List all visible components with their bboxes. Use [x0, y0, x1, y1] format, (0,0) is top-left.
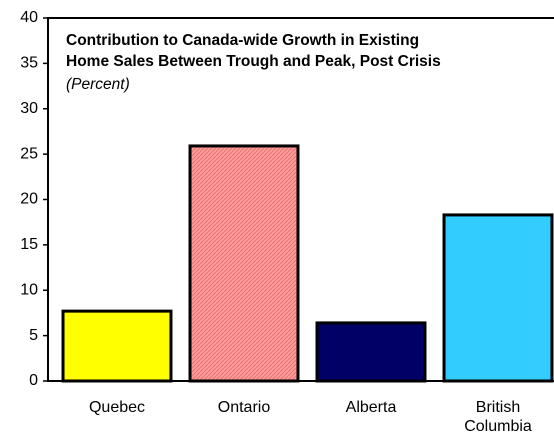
bar	[61, 309, 173, 383]
x-tick-label: Quebec	[89, 399, 145, 416]
y-tick-label: 40	[20, 9, 38, 26]
x-tick-label: Ontario	[218, 399, 271, 416]
y-tick-label: 35	[20, 55, 38, 72]
y-tick-label: 10	[20, 281, 38, 298]
y-tick-label: 0	[29, 372, 38, 389]
y-tick-label: 20	[20, 191, 38, 208]
x-tick-label: British Columbia	[464, 399, 532, 435]
chart-subtitle: (Percent)	[66, 76, 130, 93]
chart-title: Contribution to Canada-wide Growth in Ex…	[66, 32, 419, 49]
chart-title: Home Sales Between Trough and Peak, Post…	[66, 53, 441, 70]
bar	[188, 144, 300, 383]
bar	[442, 213, 554, 383]
x-tick-label: Alberta	[346, 399, 397, 416]
y-tick-label: 25	[20, 145, 38, 162]
bar	[315, 321, 427, 383]
y-tick-label: 30	[20, 100, 38, 117]
y-tick-label: 5	[29, 327, 38, 344]
y-tick-label: 15	[20, 236, 38, 253]
